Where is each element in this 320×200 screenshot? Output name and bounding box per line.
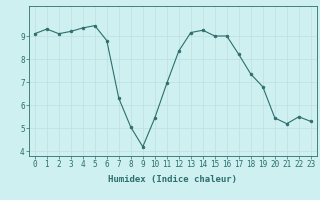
X-axis label: Humidex (Indice chaleur): Humidex (Indice chaleur) (108, 175, 237, 184)
